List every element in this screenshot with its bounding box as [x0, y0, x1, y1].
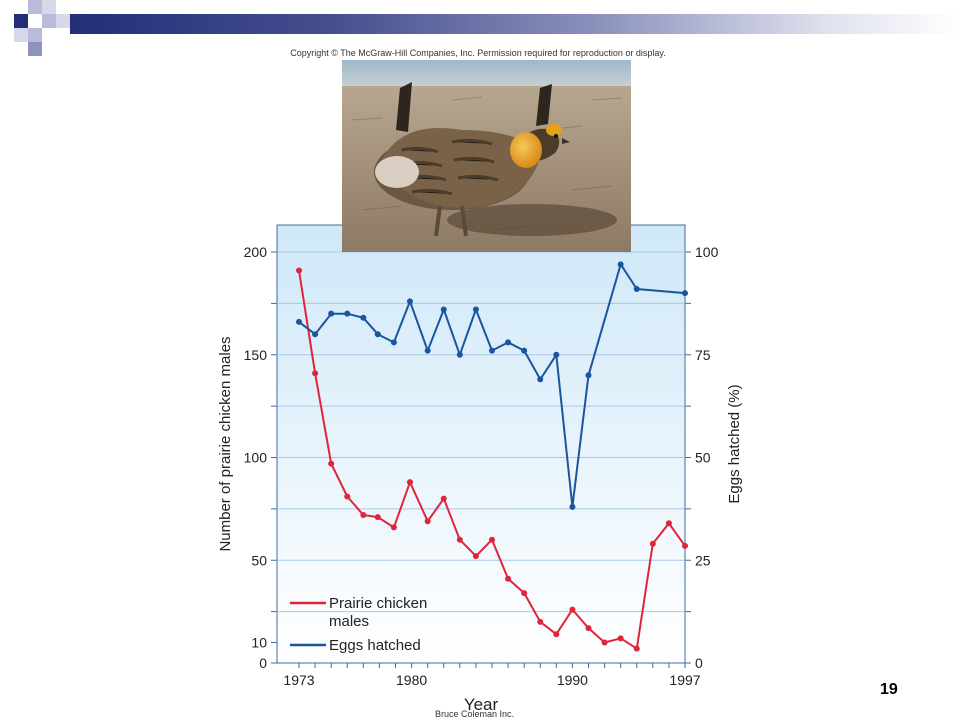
x-axis-title: Year: [464, 695, 499, 714]
header-decoration-square: [28, 28, 42, 42]
prairie-chicken-males-point: [424, 518, 431, 525]
header-decoration-square: [14, 14, 28, 28]
legend-label: Prairie chicken: [329, 595, 427, 612]
eggs-hatched-point: [390, 339, 397, 346]
prairie-chicken-males-point: [537, 618, 544, 625]
eggs-hatched-point: [682, 290, 688, 297]
eggs-hatched-point: [633, 285, 640, 292]
prairie-chicken-males-point: [553, 631, 560, 638]
eggs-hatched-point: [406, 298, 413, 305]
slide-header-bar: [70, 14, 960, 34]
y-left-tick-label: 100: [244, 450, 268, 466]
axis-labels-layer: 0 10 50 100 150 200 0 25 50 75 100 1973 1980 1990 1997…: [217, 244, 743, 714]
prairie-chicken-males-point: [344, 493, 351, 500]
legend-label: Eggs hatched: [329, 637, 421, 654]
prairie-chicken-males-point: [360, 512, 367, 519]
legend-label: males: [329, 613, 369, 630]
prairie-chicken-males-point: [406, 479, 413, 486]
copyright-text: Copyright © The McGraw-Hill Companies, I…: [290, 48, 666, 58]
header-decoration-square: [56, 14, 70, 28]
series-layer: [296, 261, 688, 652]
header-decoration-square: [42, 0, 56, 14]
slide-number: 19: [880, 681, 898, 698]
header-decoration-square: [28, 42, 42, 56]
eggs-hatched-point: [328, 310, 335, 317]
prairie-chicken-males-point: [328, 460, 335, 467]
axis-ticks: [271, 251, 691, 668]
eggs-hatched-point: [296, 318, 302, 325]
y-right-axis-title: Eggs hatched (%): [726, 384, 743, 503]
eggs-hatched-point: [553, 351, 560, 358]
eggs-hatched-point: [521, 347, 528, 354]
header-decoration-square: [42, 14, 56, 28]
eggs-hatched-point: [312, 331, 319, 338]
header-decoration-square: [28, 0, 42, 14]
eggs-hatched-point: [344, 310, 351, 317]
y-left-tick-label: 50: [251, 552, 267, 568]
prairie-chicken-males-point: [617, 635, 624, 642]
eggs-hatched-line: [298, 263, 686, 508]
eggs-hatched-point: [489, 347, 495, 354]
prairie-chicken-males-point: [649, 540, 656, 547]
prairie-chicken-photo: [342, 60, 631, 252]
prairie-chicken-males-point: [472, 553, 479, 560]
prairie-chicken-males-point: [489, 536, 495, 543]
header-decoration-square: [14, 28, 28, 42]
grid-lines: [277, 251, 685, 613]
copyright-notice: Copyright © The McGraw-Hill Companies, I…: [0, 48, 960, 58]
eggs-hatched-point: [424, 347, 431, 354]
prairie-chicken-males-point: [682, 542, 688, 549]
y-right-tick-label: 100: [695, 244, 719, 260]
prairie-chicken-males-point: [505, 575, 512, 582]
eggs-hatched-point: [360, 314, 367, 321]
x-tick-label: 1980: [396, 672, 427, 688]
eggs-hatched-point: [569, 503, 576, 510]
y-right-tick-label: 0: [695, 655, 703, 671]
prairie-chicken-males-point: [633, 645, 640, 652]
prairie-chicken-males-point: [521, 590, 528, 597]
y-right-tick-label: 50: [695, 450, 711, 466]
y-right-tick-label: 75: [695, 347, 711, 363]
y-right-tick-label: 25: [695, 552, 711, 568]
plot-area: [276, 224, 686, 664]
y-left-tick-label: 10: [251, 634, 267, 650]
x-tick-label: 1997: [669, 672, 700, 688]
x-tick-label: 1990: [557, 672, 588, 688]
y-left-tick-label: 200: [244, 244, 268, 260]
prairie-chicken-males-point: [440, 495, 447, 502]
eggs-hatched-point: [537, 376, 544, 383]
eggs-hatched-point: [440, 306, 447, 313]
prairie-chicken-males-point: [665, 520, 672, 527]
eggs-hatched-point: [617, 261, 624, 268]
eggs-hatched-point: [456, 351, 463, 358]
eggs-hatched-point: [472, 306, 479, 313]
y-left-axis-title: Number of prairie chicken males: [217, 336, 234, 551]
prairie-chicken-males-point: [374, 514, 381, 521]
prairie-chicken-males-point: [296, 267, 302, 274]
prairie-chicken-males-point: [312, 370, 319, 377]
prairie-chicken-males-point: [585, 625, 592, 632]
photo-credit: Bruce Coleman Inc.: [435, 709, 515, 719]
prairie-chicken-males-point: [456, 536, 463, 543]
y-left-tick-label: 0: [259, 655, 267, 671]
eggs-hatched-point: [585, 372, 592, 379]
prairie-chicken-males-point: [569, 606, 576, 613]
y-left-tick-label: 150: [244, 347, 268, 363]
prairie-chicken-males-point: [390, 524, 397, 531]
eggs-hatched-point: [505, 339, 512, 346]
prairie-chicken-males-point: [601, 639, 608, 646]
x-tick-label: 1973: [283, 672, 314, 688]
eggs-hatched-point: [374, 331, 381, 338]
